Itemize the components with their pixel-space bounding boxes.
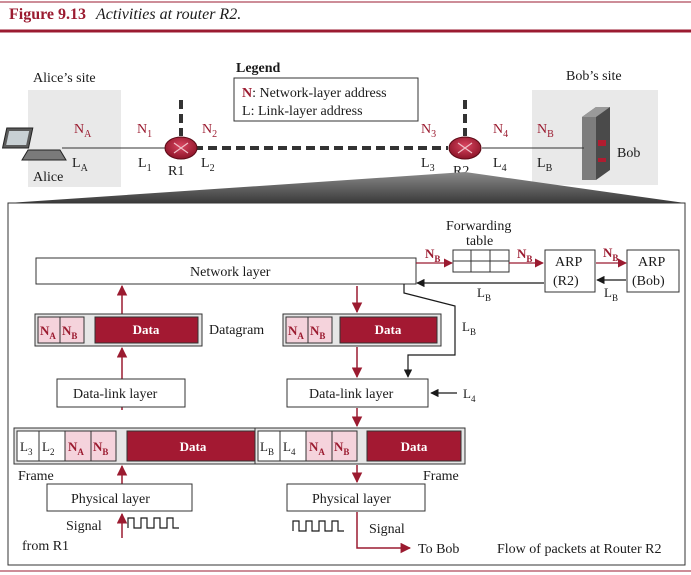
left-datalink-label: Data-link layer bbox=[73, 387, 158, 402]
arp-r2-label-1: ARP bbox=[555, 255, 582, 270]
left-signal-wave bbox=[127, 517, 179, 529]
left-fr-data: Data bbox=[180, 439, 207, 454]
addr-la: LA bbox=[72, 156, 89, 174]
addr-n3: N3 bbox=[421, 122, 436, 140]
forwarding-table-label-1: Forwarding bbox=[446, 219, 511, 234]
right-fr-l4: L4 bbox=[283, 439, 296, 457]
arp-nb: NB bbox=[603, 245, 618, 263]
right-datagram bbox=[282, 313, 442, 347]
right-physical-box bbox=[286, 483, 426, 512]
right-dg-nb: NB bbox=[310, 323, 325, 341]
left-fr-l2: L2 bbox=[42, 439, 54, 457]
right-fr-lb: LB bbox=[260, 439, 274, 457]
left-physical-label: Physical layer bbox=[71, 492, 150, 507]
right-fr-nb: NB bbox=[334, 439, 349, 457]
left-dg-na: NA bbox=[40, 323, 56, 341]
network-layer-label: Network layer bbox=[190, 265, 271, 280]
left-frame-label: Frame bbox=[18, 469, 54, 484]
r1-label: R1 bbox=[168, 164, 184, 179]
arrow-right-to-bob bbox=[356, 512, 412, 554]
right-fr-data: Data bbox=[401, 439, 428, 454]
datagram-label: Datagram bbox=[209, 323, 264, 338]
left-physical-box bbox=[46, 483, 193, 512]
figure-caption: Activities at router R2. bbox=[96, 6, 242, 23]
fwd-in-nb: NB bbox=[425, 246, 440, 264]
right-signal-label: Signal bbox=[369, 522, 405, 537]
left-from-r1-label: from R1 bbox=[22, 539, 69, 554]
server-icon bbox=[582, 107, 610, 180]
network-layer-box bbox=[35, 257, 417, 285]
legend-title: Legend bbox=[236, 61, 281, 76]
bob-site-label: Bob’s site bbox=[566, 69, 622, 84]
alice-label: Alice bbox=[33, 170, 63, 185]
left-fr-na: NA bbox=[68, 439, 84, 457]
left-fr-l3: L3 bbox=[20, 439, 33, 457]
arrow-lb-to-datalink bbox=[403, 284, 456, 378]
legend-n: N: Network-layer address bbox=[242, 86, 387, 101]
legend-l: L: Link-layer address bbox=[242, 104, 363, 119]
left-datalink-box bbox=[56, 378, 186, 408]
addr-l2: L2 bbox=[201, 156, 215, 174]
bob-label: Bob bbox=[617, 146, 640, 161]
legend-box bbox=[233, 77, 419, 122]
left-fr-nb: NB bbox=[93, 439, 108, 457]
addr-l1: L1 bbox=[138, 156, 152, 174]
router-r2-icon bbox=[448, 136, 482, 160]
fwd-out-nb: NB bbox=[517, 246, 532, 264]
right-frame-label: Frame bbox=[423, 469, 459, 484]
addr-l4: L4 bbox=[493, 156, 507, 174]
left-dg-data: Data bbox=[133, 322, 160, 337]
right-signal-wave bbox=[292, 520, 344, 532]
right-datalink-label: Data-link layer bbox=[309, 387, 394, 402]
arp-r2-label-2: (R2) bbox=[553, 274, 579, 289]
right-l4: L4 bbox=[463, 386, 476, 404]
figure-title: Figure 9.13 Activities at router R2. bbox=[9, 6, 241, 24]
arp-bob-label-1: ARP bbox=[638, 255, 665, 270]
left-signal-label: Signal bbox=[66, 519, 102, 534]
addr-l3: L3 bbox=[421, 156, 435, 174]
right-physical-label: Physical layer bbox=[312, 492, 391, 507]
arp-bob-label-2: (Bob) bbox=[632, 274, 665, 289]
addr-lb: LB bbox=[537, 156, 553, 174]
router-r1-icon bbox=[164, 136, 198, 160]
laptop-icon bbox=[1, 127, 67, 161]
to-bob-label: To Bob bbox=[418, 542, 459, 557]
flow-caption: Flow of packets at Router R2 bbox=[497, 542, 661, 557]
forwarding-table bbox=[452, 249, 510, 273]
alice-site-label: Alice’s site bbox=[33, 71, 96, 86]
alice-site-panel bbox=[28, 90, 121, 187]
addr-na: NA bbox=[74, 122, 92, 140]
arp-to-net-lb: LB bbox=[477, 285, 491, 303]
addr-n2: N2 bbox=[202, 122, 217, 140]
right-datalink-box bbox=[286, 378, 429, 408]
arp-lb: LB bbox=[604, 285, 618, 303]
addr-n1: N1 bbox=[137, 122, 152, 140]
zoom-fan bbox=[8, 172, 685, 203]
left-frame bbox=[13, 427, 265, 465]
right-dg-data: Data bbox=[375, 322, 402, 337]
arp-r2-box bbox=[544, 249, 596, 293]
forwarding-table-label-2: table bbox=[466, 234, 493, 249]
path-lb: LB bbox=[462, 319, 476, 337]
addr-nb: NB bbox=[537, 122, 554, 140]
arp-bob-box bbox=[626, 249, 680, 293]
addr-n4: N4 bbox=[493, 122, 508, 140]
left-dg-nb: NB bbox=[62, 323, 77, 341]
right-fr-na: NA bbox=[309, 439, 325, 457]
left-datagram bbox=[34, 313, 203, 347]
figure-number: Figure 9.13 bbox=[9, 6, 87, 23]
right-frame bbox=[254, 427, 466, 465]
right-dg-na: NA bbox=[288, 323, 304, 341]
